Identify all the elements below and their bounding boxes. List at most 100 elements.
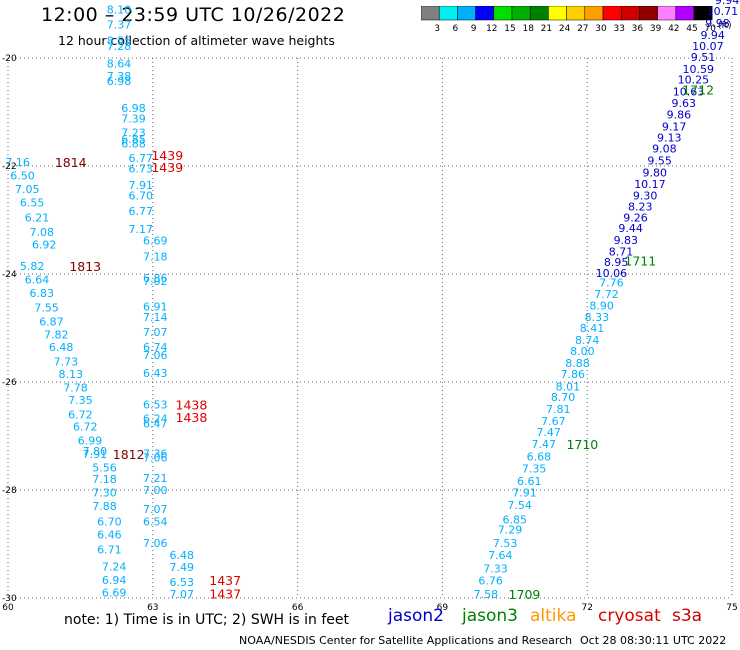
data-label: 6.91 bbox=[143, 300, 168, 313]
data-label: 6.77 bbox=[128, 205, 153, 218]
data-label: 5.82 bbox=[20, 260, 45, 273]
data-label: 7.08 bbox=[30, 226, 55, 239]
data-label: 8.41 bbox=[580, 322, 605, 335]
data-label: 9.80 bbox=[643, 166, 668, 179]
data-label: 6.99 bbox=[78, 434, 103, 447]
data-label: 10.07 bbox=[692, 40, 724, 53]
data-label: 7.33 bbox=[483, 562, 508, 575]
legend-jason3: jason3 bbox=[462, 606, 518, 626]
pass-time-label: 1438 bbox=[176, 410, 208, 425]
data-label: 6.74 bbox=[143, 341, 168, 354]
data-label: 6.86 bbox=[143, 272, 168, 285]
colorbar-label: 36 bbox=[632, 24, 644, 34]
data-label: 7.76 bbox=[599, 277, 624, 290]
data-label: 6.48 bbox=[49, 341, 74, 354]
x-tick-label: 66 bbox=[292, 603, 304, 613]
data-label: 9.63 bbox=[671, 97, 696, 110]
data-label: 10.63 bbox=[673, 85, 705, 98]
colorbar-label: 70 bbox=[704, 24, 716, 34]
pass-time-label: 1712 bbox=[682, 82, 714, 97]
data-label: 7.72 bbox=[594, 288, 619, 301]
data-label: 6.55 bbox=[20, 197, 45, 210]
data-label: 6.72 bbox=[73, 420, 98, 433]
colorbar-label: 27 bbox=[577, 24, 588, 34]
data-label: 9.98 bbox=[705, 17, 730, 30]
colorbar-label: 15 bbox=[504, 24, 515, 34]
data-label: 8.01 bbox=[556, 380, 581, 393]
data-label: 6.72 bbox=[68, 408, 93, 421]
data-label: 8.88 bbox=[565, 357, 590, 370]
data-label: 7.07 bbox=[143, 326, 168, 339]
data-label: 6.70 bbox=[128, 190, 153, 203]
data-label: 8.10 bbox=[107, 3, 132, 16]
data-label: 7.37 bbox=[107, 19, 132, 32]
data-label: 7.39 bbox=[121, 112, 146, 125]
colorbar-label: 33 bbox=[613, 24, 624, 34]
data-label: 7.16 bbox=[5, 156, 30, 169]
data-label: 6.24 bbox=[143, 413, 168, 426]
pass-time-label: 1437 bbox=[209, 587, 241, 602]
colorbar-label: 30 bbox=[595, 24, 607, 34]
data-label: 7.54 bbox=[507, 499, 532, 512]
data-label: 6.46 bbox=[97, 528, 122, 541]
data-label: 8.00 bbox=[570, 345, 595, 358]
data-label: 7.05 bbox=[15, 183, 40, 196]
data-label: 6.92 bbox=[32, 238, 57, 251]
data-label: 6.61 bbox=[517, 475, 542, 488]
data-label: 6.54 bbox=[143, 515, 168, 528]
colorbar-label: 3 bbox=[434, 24, 440, 34]
data-label: 7.36 bbox=[143, 447, 168, 460]
data-label: 7.86 bbox=[560, 368, 585, 381]
legend-jason2: jason2 bbox=[388, 606, 444, 626]
data-label: 7.73 bbox=[54, 355, 79, 368]
data-label: 6.73 bbox=[128, 163, 153, 176]
data-label: 5.56 bbox=[92, 461, 117, 474]
data-label: 6.98 bbox=[107, 75, 132, 88]
data-label: 7.18 bbox=[143, 251, 168, 264]
colorbar-label: 39 bbox=[650, 24, 662, 34]
data-label: 7.02 bbox=[143, 275, 168, 288]
data-label: 8.74 bbox=[575, 334, 600, 347]
data-label: 7.91 bbox=[512, 487, 537, 500]
colorbar: 3 6 9 12 15 18 21 24 27 30 33 36 39 42 45 70 bbox=[421, 6, 716, 34]
y-tick-label: -30 bbox=[2, 594, 17, 604]
data-label: 6.71 bbox=[97, 543, 122, 556]
data-label: 10.17 bbox=[634, 178, 666, 191]
credit-text: NOAA/NESDIS Center for Satellite Applica… bbox=[239, 634, 573, 647]
data-label: 9.51 bbox=[691, 51, 716, 64]
data-label: 9.55 bbox=[647, 155, 672, 168]
y-tick-label: -28 bbox=[2, 486, 17, 496]
data-label: 9.86 bbox=[667, 109, 692, 122]
data-label: 9.26 bbox=[623, 211, 648, 224]
data-label: 6.77 bbox=[128, 152, 153, 165]
data-label: 9.13 bbox=[657, 131, 682, 144]
colorbar-label: 18 bbox=[522, 24, 534, 34]
y-tick-label: -20 bbox=[2, 54, 17, 64]
pass-time-label: 1813 bbox=[69, 259, 101, 274]
data-label: 8.13 bbox=[58, 368, 83, 381]
y-tick-label: -22 bbox=[2, 162, 17, 172]
data-label: 7.58 bbox=[474, 588, 499, 601]
data-label: 10.06 bbox=[596, 267, 628, 280]
data-label: 10.71 bbox=[707, 5, 739, 18]
data-label: 7.91 bbox=[83, 448, 108, 461]
data-label: 7.28 bbox=[107, 40, 132, 53]
x-tick-label: 60 bbox=[2, 603, 14, 613]
data-label: 6.43 bbox=[143, 367, 168, 380]
data-label: 6.83 bbox=[30, 287, 55, 300]
data-label: 6.53 bbox=[170, 576, 195, 589]
data-label: 8.33 bbox=[585, 311, 610, 324]
data-label: 7.21 bbox=[143, 472, 168, 485]
data-label: 9.94 bbox=[700, 29, 725, 42]
data-label: 7.38 bbox=[107, 70, 132, 83]
data-label: 7.17 bbox=[128, 223, 153, 236]
data-label: 7.88 bbox=[92, 500, 117, 513]
data-label: 7.55 bbox=[34, 301, 59, 314]
data-label: 10.59 bbox=[682, 63, 714, 76]
data-label: 8.64 bbox=[107, 57, 132, 70]
data-label: 9.94 bbox=[715, 0, 740, 7]
data-label: 7.06 bbox=[143, 537, 168, 550]
pass-time-label: 1437 bbox=[209, 573, 241, 588]
data-label: 9.08 bbox=[652, 143, 677, 156]
